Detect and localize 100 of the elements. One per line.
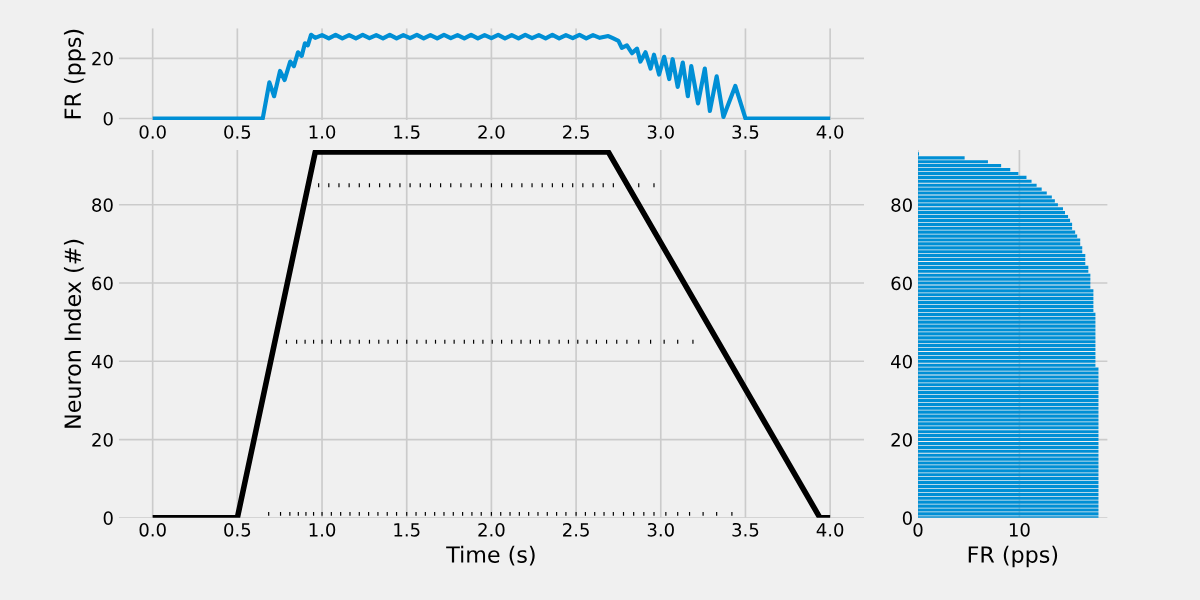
bar [918,347,1096,352]
bar [918,387,1099,391]
x-tick-label: 4.0 [816,125,844,139]
bar [918,336,1096,340]
bar [918,504,1099,508]
x-tick-label: 0.5 [224,522,251,537]
bar [918,230,1076,234]
y-tick-label: 0 [103,511,113,525]
bar [918,492,1099,496]
bar [918,406,1099,410]
bar [918,293,1094,297]
bar [918,363,1096,367]
bar [918,359,1096,363]
bar [918,316,1096,320]
bar [918,355,1096,359]
bar [918,199,1055,203]
bar [918,211,1066,215]
bar [918,328,1096,332]
bar [918,273,1091,277]
bar [918,246,1083,250]
y-axis-title: FR (pps) [63,29,86,119]
bar [918,496,1099,500]
y-tick-label: 60 [92,276,113,291]
bar [918,285,1091,289]
y-tick-label: 0 [103,111,113,126]
bar [918,324,1096,328]
bar [918,449,1099,453]
bar [918,312,1096,316]
x-tick-label: 0.0 [139,522,166,537]
x-tick-label: 1.5 [394,125,420,139]
bar [918,391,1099,395]
x-tick-label: 0 [913,522,923,537]
x-tick-label: 1.5 [394,523,420,537]
x-tick-label: 0.0 [139,125,166,139]
x-tick-label: 2.5 [563,125,589,139]
bar [918,265,1089,269]
line-series [150,32,833,120]
x-tick-label: 2.0 [478,522,505,537]
bar [918,320,1096,324]
y-tick-label: 40 [91,354,113,369]
x-tick-label: 3.0 [647,125,674,139]
bar [918,261,1086,266]
x-tick-label: 2.5 [563,522,589,537]
bar [918,430,1099,434]
bar [918,254,1086,258]
bar [918,434,1099,438]
y-tick-label: 80 [92,198,113,212]
bar [918,301,1094,305]
x-axis-title: FR (pps) [968,545,1058,568]
bar [918,512,1099,516]
x-tick-label: 4.0 [816,522,844,537]
bar [918,383,1099,387]
y-axis-title: Neuron Index (#) [63,239,84,428]
bar [918,418,1099,422]
bar [918,484,1099,489]
bar [918,414,1099,418]
y-tick-label: 20 [92,51,113,66]
bar [918,281,1091,285]
bar [918,344,1096,348]
bar [918,238,1081,242]
bar [918,441,1099,446]
bar [918,465,1099,469]
x-tick-label: 0.5 [224,125,251,139]
bar [918,477,1099,481]
bar [918,437,1099,442]
bar [918,426,1099,430]
bar [918,371,1099,375]
bar [918,367,1099,371]
bar [918,469,1099,473]
x-tick-label: 3.0 [647,522,674,537]
bar [918,195,1052,199]
y-tick-label: 20 [92,433,113,447]
bar [918,394,1099,399]
x-tick-label: 1.0 [309,522,336,537]
bar [918,351,1096,356]
bar [918,457,1099,461]
bar [918,250,1083,254]
y-tick-label: 40 [891,354,912,369]
bar [918,445,1099,449]
bar [918,473,1099,477]
bar [918,481,1099,485]
bar [918,332,1096,336]
bar [918,214,1069,219]
bar [918,242,1081,246]
x-axis-title: Time (s) [446,545,535,566]
bar [918,453,1099,457]
x-tick-label: 3.5 [732,125,759,139]
bar [918,461,1099,465]
bar [918,218,1071,222]
bar [918,500,1099,504]
bar [918,289,1094,293]
bar [918,410,1099,414]
bar [918,422,1099,426]
bar [918,508,1099,512]
bar [918,222,1073,226]
bar [918,375,1099,379]
bar [918,207,1063,211]
y-tick-label: 20 [891,433,912,447]
y-tick-label: 80 [891,198,912,212]
bar [918,398,1099,402]
